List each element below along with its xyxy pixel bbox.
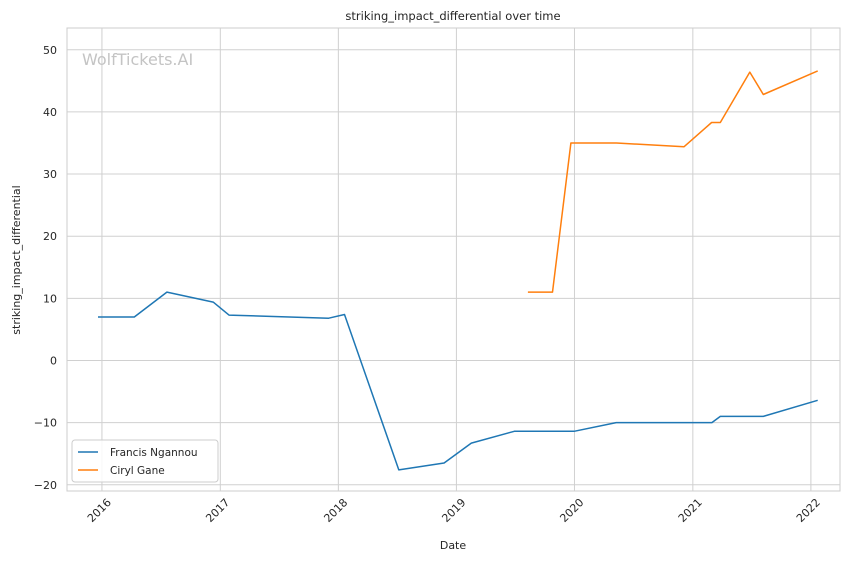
legend-box xyxy=(71,439,219,483)
y-tick-label: 20 xyxy=(43,230,57,243)
series-line xyxy=(98,291,818,471)
y-tick-label: 10 xyxy=(43,292,57,305)
watermark: WolfTickets.AI xyxy=(82,50,193,69)
y-tick-label: 0 xyxy=(50,354,57,367)
chart-title: striking_impact_differential over time xyxy=(345,9,560,23)
series-line xyxy=(527,70,818,293)
legend-entry: Ciryl Gane xyxy=(110,465,165,477)
y-tick-label: 50 xyxy=(43,44,57,57)
y-tick-label: −10 xyxy=(34,417,57,430)
y-tick-label: 40 xyxy=(43,106,57,119)
plot-frame xyxy=(66,27,841,492)
legend-entry: Francis Ngannou xyxy=(110,447,198,459)
x-axis-label: Date xyxy=(440,539,467,552)
legend: Francis Ngannou Ciryl Gane xyxy=(71,439,219,483)
y-tick-label: −20 xyxy=(34,479,57,492)
y-tick-label: 30 xyxy=(43,168,57,181)
y-axis-label: striking_impact_differential xyxy=(10,185,23,334)
